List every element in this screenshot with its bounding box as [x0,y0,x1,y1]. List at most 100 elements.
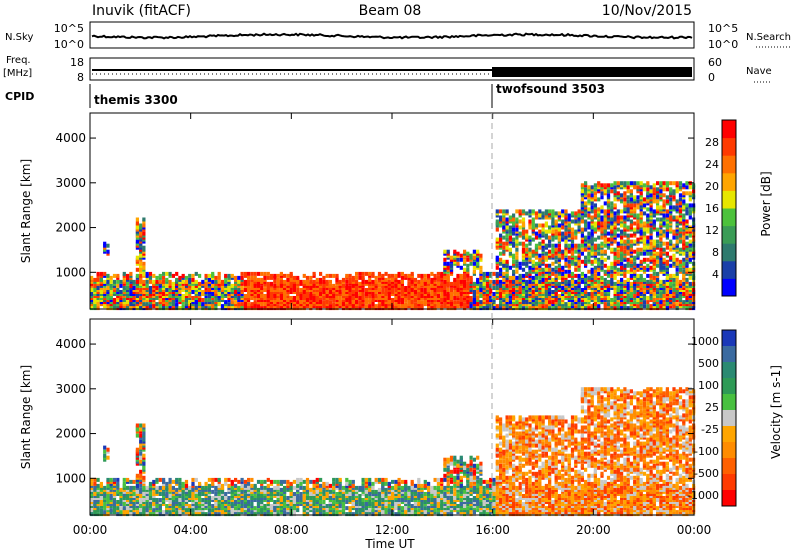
power-cell [620,215,624,220]
power-cell [616,279,620,284]
power-cell [266,271,270,276]
power-cell [188,277,192,282]
power-cell [234,286,238,290]
power-cell [662,265,666,270]
power-cell [580,183,584,188]
power-cell [597,221,601,226]
power-cell [269,273,274,278]
power-cell [633,221,637,226]
velocity-cell [224,492,228,496]
velocity-cell [116,500,120,504]
power-cell [675,215,679,220]
power-cell [633,249,637,254]
power-cell [512,271,516,276]
power-cell [489,286,493,290]
power-cell [688,203,692,208]
power-cell [152,273,156,278]
power-cell [338,290,342,294]
power-cell [508,235,512,240]
velocity-cell [139,423,143,428]
power-cell [417,273,421,278]
velocity-cell [139,433,143,438]
freq-panel-frame [89,57,695,81]
power-cell [420,279,424,284]
sky-left-tick-top: 10^5 [54,22,84,35]
power-cell [626,277,630,282]
power-cell [495,241,499,246]
power-cell [466,267,470,272]
power-cell [662,286,666,290]
power-cell [135,257,139,262]
power-cell [580,279,584,284]
power-cell [260,271,264,276]
power-cell [217,292,221,296]
velocity-cell [145,506,149,511]
power-cell [109,290,113,294]
power-cell [129,286,133,290]
power-cell [593,273,597,278]
power-cell [446,261,450,266]
cpid-row: CPID themis 3300 twofsound 3503 [5,82,605,108]
power-cell [286,300,290,305]
power-cell [642,286,647,290]
power-cell [662,203,666,208]
power-cell [463,279,467,284]
power-cell [325,286,329,290]
power-cell [541,223,545,228]
power-cell [633,300,637,305]
power-cell [341,283,346,288]
power-cell [662,300,666,305]
power-cell [587,207,591,212]
power-cell [518,219,522,224]
power-cell [587,185,591,190]
power-cell [603,183,607,188]
power-cell [633,181,637,186]
power-cell [557,281,561,286]
power-cell [606,241,611,246]
power-cell [525,286,529,290]
power-cell [368,298,372,302]
velocity-cell [201,506,205,511]
power-cell [597,207,601,212]
power-cell [341,286,346,290]
power-cell [577,304,581,309]
power-cell [142,265,146,270]
power-cell [99,300,103,305]
velocity-cell [106,483,110,488]
power-cell [148,271,153,276]
power-cell [688,215,692,220]
power-cell [266,281,270,286]
power-cell [649,227,653,232]
power-cell [531,253,535,258]
power-cell [420,273,424,278]
power-cell [662,257,666,262]
power-cell [626,300,630,305]
power-cell [119,300,123,305]
power-cell [515,306,519,311]
power-cell [557,294,561,298]
power-cell [135,221,139,226]
power-cell [603,302,607,307]
power-cell [682,227,686,232]
power-cell [198,281,202,286]
velocity-cell [162,485,166,490]
power-cell [544,267,548,272]
velocity-cell [227,512,231,517]
velocity-cell [148,481,153,486]
velocity-cell [191,496,195,500]
power-cell [561,296,565,300]
power-cell [289,286,293,290]
power-cell [292,275,296,280]
power-cell [557,300,561,305]
power-cell [292,306,296,311]
power-cell [351,275,355,280]
power-cell [656,231,660,236]
power-cell [610,269,614,274]
power-cell [531,300,535,305]
power-cell [162,271,166,276]
date-title: 10/Nov/2015 [602,3,692,19]
power-cell [548,209,552,214]
power-cell [443,257,447,262]
power-cell [508,279,512,284]
power-cell [669,247,673,252]
